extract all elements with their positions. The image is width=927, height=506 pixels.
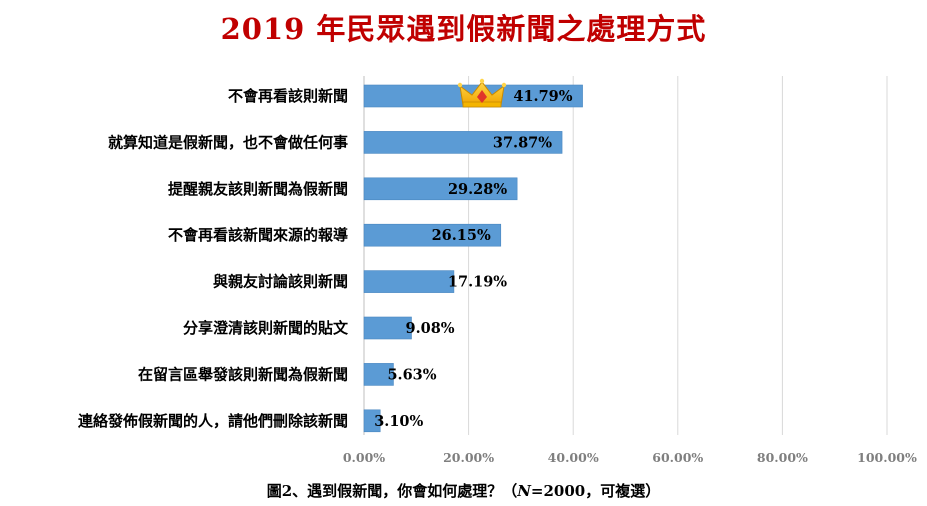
bar — [363, 131, 563, 154]
x-tick-label: 40.00% — [548, 450, 599, 465]
category-label: 不會再看該則新聞 — [228, 87, 348, 105]
data-label: 41.79% — [513, 88, 572, 105]
data-label: 17.19% — [448, 274, 507, 291]
data-label: 5.63% — [387, 366, 436, 383]
x-tick-label: 60.00% — [652, 450, 703, 465]
bar — [363, 409, 381, 433]
category-label: 在留言區舉發該則新聞為假新聞 — [138, 365, 348, 383]
category-label: 不會再看該新聞來源的報導 — [168, 226, 348, 244]
x-tick-label: 0.00% — [343, 450, 385, 465]
data-label: 9.08% — [405, 320, 454, 337]
caption-suffix: =2000，可複選） — [530, 482, 661, 500]
bar — [363, 316, 412, 340]
category-label: 連絡發佈假新聞的人，請他們刪除該新聞 — [78, 412, 348, 430]
data-label: 29.28% — [448, 181, 507, 198]
category-label: 提醒親友該則新聞為假新聞 — [168, 180, 348, 198]
x-tick-label: 80.00% — [757, 450, 808, 465]
bar — [363, 223, 502, 247]
chart-title: 2019 年民眾遇到假新聞之處理方式 — [220, 12, 707, 46]
x-tick-label: 20.00% — [443, 450, 494, 465]
data-label: 26.15% — [432, 227, 491, 244]
data-label: 3.10% — [374, 413, 423, 430]
figure-caption: 圖2、遇到假新聞，你會如何處理？（N=2000，可複選） — [0, 480, 927, 501]
category-label: 與親友討論該則新聞 — [213, 273, 348, 291]
category-label: 分享澄清該則新聞的貼文 — [183, 319, 349, 337]
crown-icon — [457, 78, 507, 108]
bar — [363, 270, 455, 293]
category-label: 就算知道是假新聞，也不會做任何事 — [108, 133, 348, 151]
bar — [363, 177, 518, 201]
data-label: 37.87% — [493, 134, 552, 151]
x-tick-label: 100.00% — [857, 450, 917, 465]
bar — [363, 363, 394, 386]
caption-n-symbol: N — [517, 482, 531, 500]
caption-prefix: 圖2、遇到假新聞，你會如何處理？（ — [266, 482, 518, 500]
